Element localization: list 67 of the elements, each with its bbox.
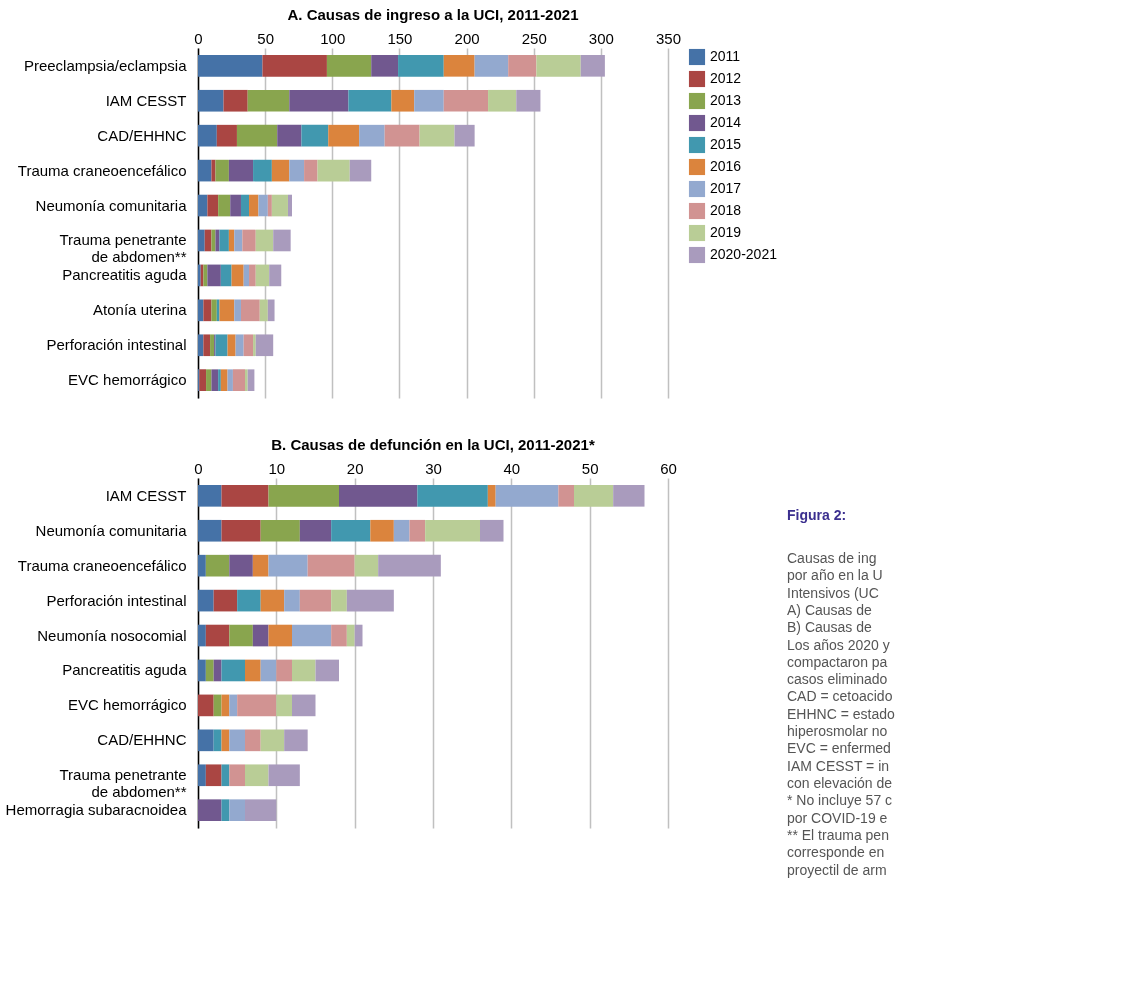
- y-tick-label: CAD/EHHNC: [97, 126, 187, 144]
- text: corresponde en: [787, 844, 885, 861]
- text: * No incluye 57 c: [787, 792, 893, 809]
- text: CAD = cetoacido: [787, 688, 893, 705]
- y-tick-label: EVC hemorrágico: [68, 696, 187, 714]
- text: ** El trauma pen: [787, 827, 889, 844]
- text: Figura 2:: [787, 506, 847, 523]
- x-tick-label: 50: [257, 29, 274, 47]
- legend-label: 2016: [710, 158, 742, 174]
- text: IAM CESST = in: [787, 757, 890, 774]
- y-tick-label: IAM CESST: [105, 91, 187, 109]
- legend-label: 2013: [710, 92, 742, 108]
- y-tick-label: CAD/EHHNC: [97, 731, 187, 749]
- text: por año en la U: [787, 567, 883, 584]
- text: por COVID-19 e: [787, 809, 888, 826]
- legend-label: 2019: [710, 224, 742, 240]
- text: compactaron pa: [787, 653, 888, 670]
- y-tick-label: Neumonía nosocomial: [37, 626, 187, 644]
- x-tick-label: 150: [387, 29, 413, 47]
- x-tick-label: 250: [521, 29, 547, 47]
- legend-label: 2011: [710, 48, 741, 64]
- chart-title: A. Causas de ingreso a la UCI, 2011-2021: [287, 6, 579, 23]
- y-tick-label: Trauma penetrante de abdomen**: [59, 231, 187, 266]
- y-tick-label: IAM CESST: [105, 486, 187, 504]
- y-tick-label: Preeclampsia/eclampsia: [23, 56, 188, 74]
- y-tick-label: Perforación intestinal: [46, 591, 187, 609]
- y-tick-label: Trauma penetrante de abdomen**: [59, 766, 187, 801]
- x-tick-label: 0: [194, 459, 203, 477]
- x-tick-label: 200: [454, 29, 480, 47]
- x-tick-label: 50: [581, 459, 599, 477]
- legend-label: 2012: [710, 70, 742, 86]
- text: proyectil de arm: [787, 861, 887, 878]
- legend-label: 2018: [710, 202, 742, 218]
- x-tick-label: 30: [425, 459, 442, 477]
- text: Los años 2020 y: [787, 636, 890, 653]
- x-tick-label: 60: [660, 459, 677, 477]
- y-tick-label: Neumonía comunitaria: [35, 196, 188, 214]
- text: Intensivos (UC: [787, 584, 879, 601]
- x-tick-label: 40: [503, 459, 521, 477]
- text: casos eliminado: [787, 671, 888, 688]
- y-tick-label: Perforación intestinal: [46, 336, 187, 354]
- text: Causas de ing: [787, 549, 877, 566]
- x-tick-label: 20: [346, 459, 364, 477]
- text: B) Causas de: [787, 619, 873, 636]
- text: EHHNC = estado: [787, 705, 895, 722]
- legend-label: 2017: [710, 180, 742, 196]
- y-tick-label: Neumonía comunitaria: [35, 521, 188, 539]
- text: A) Causas de: [787, 601, 873, 618]
- legend-label: 2020-2021: [710, 246, 778, 262]
- legend-label: 2014: [710, 114, 742, 130]
- chart-title: B. Causas de defunción en la UCI, 2011-2021*: [271, 436, 595, 453]
- legend-label: 2015: [710, 136, 742, 152]
- x-tick-label: 0: [194, 29, 203, 47]
- y-tick-label: Trauma craneoencefálico: [17, 161, 187, 179]
- text: hiperosmolar no: [787, 723, 888, 740]
- text: EVC = enfermed: [787, 740, 891, 757]
- x-tick-label: 10: [268, 459, 286, 477]
- x-tick-label: 100: [320, 29, 346, 47]
- y-tick-label: Hemorragia subaracnoidea: [5, 801, 188, 819]
- text: con elevación de: [787, 775, 893, 792]
- y-tick-label: EVC hemorrágico: [68, 371, 187, 389]
- y-tick-label: Trauma craneoencefálico: [17, 556, 187, 574]
- x-tick-label: 300: [588, 29, 614, 47]
- y-tick-label: Pancreatitis aguda: [62, 266, 188, 284]
- y-tick-label: Atonía uterina: [93, 301, 188, 319]
- x-tick-label: 350: [655, 29, 682, 47]
- y-tick-label: Pancreatitis aguda: [62, 661, 188, 679]
